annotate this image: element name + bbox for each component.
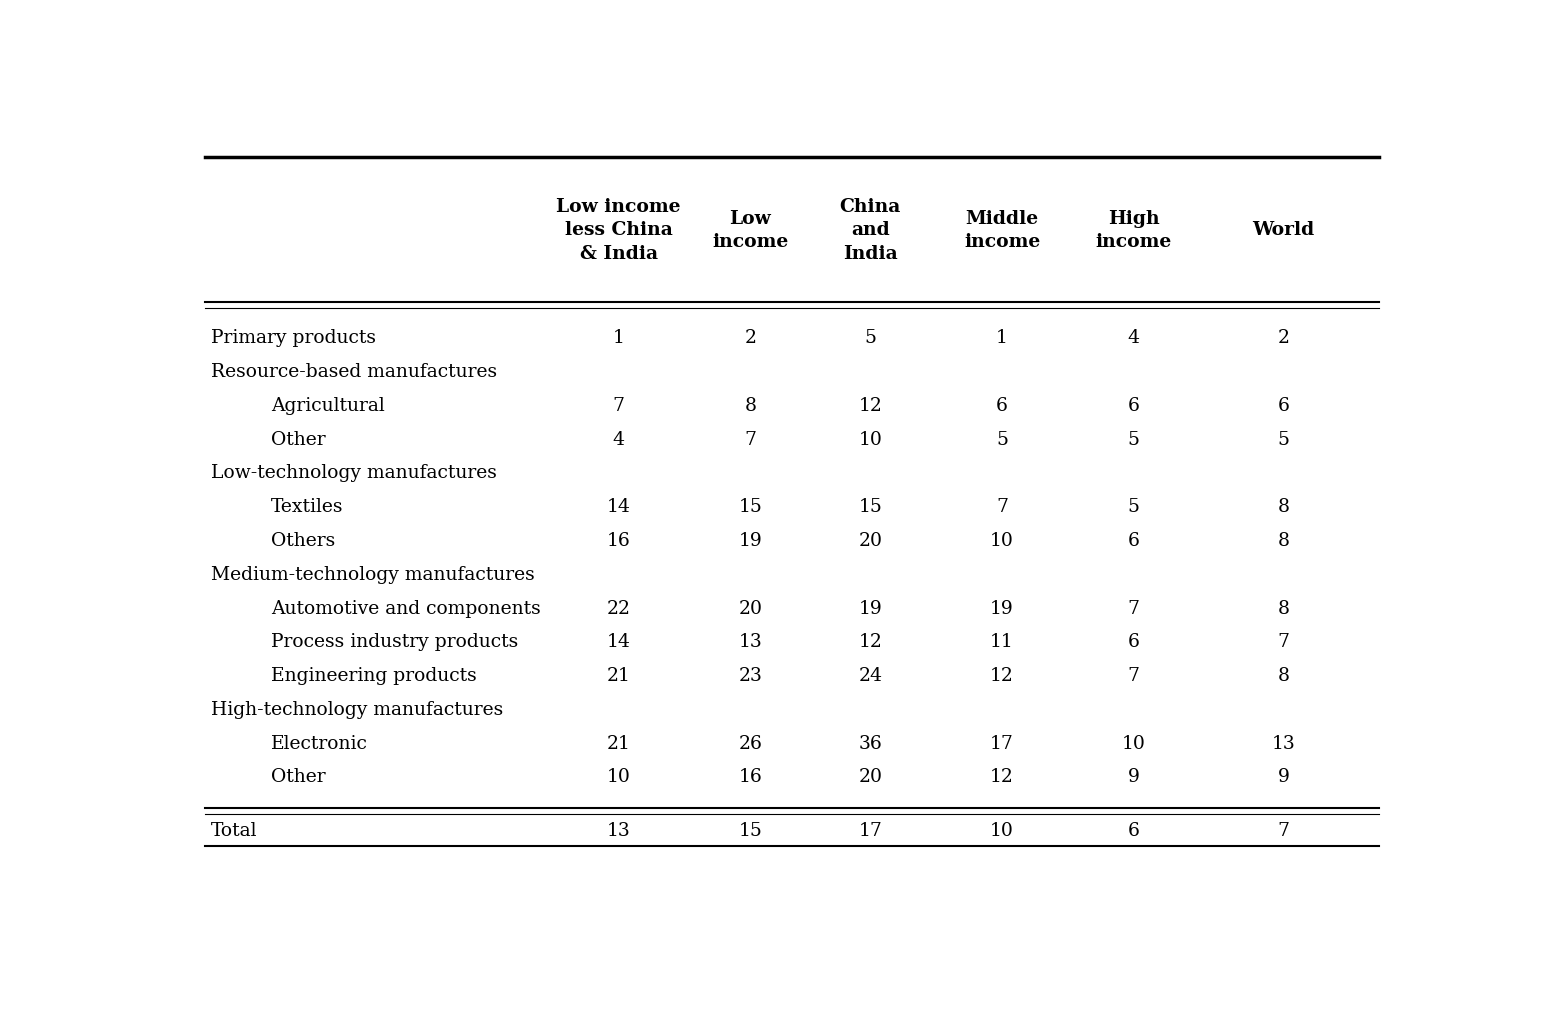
Text: 10: 10 [989, 821, 1014, 839]
Text: 10: 10 [1122, 734, 1146, 752]
Text: 7: 7 [1127, 666, 1139, 685]
Text: 16: 16 [739, 767, 762, 786]
Text: 19: 19 [989, 599, 1014, 616]
Text: 20: 20 [858, 532, 883, 549]
Text: 4: 4 [1127, 329, 1139, 347]
Text: 9: 9 [1129, 767, 1139, 786]
Text: 26: 26 [739, 734, 762, 752]
Text: Medium-technology manufactures: Medium-technology manufactures [212, 566, 535, 583]
Text: 10: 10 [606, 767, 631, 786]
Text: Other: Other [271, 430, 326, 448]
Text: 15: 15 [739, 821, 762, 839]
Text: 6: 6 [996, 396, 1008, 415]
Text: 17: 17 [989, 734, 1014, 752]
Text: 8: 8 [1277, 497, 1289, 516]
Text: 5: 5 [864, 329, 877, 347]
Text: 1: 1 [996, 329, 1008, 347]
Text: 8: 8 [1277, 532, 1289, 549]
Text: Engineering products: Engineering products [271, 666, 476, 685]
Text: Electronic: Electronic [271, 734, 368, 752]
Text: 22: 22 [606, 599, 631, 616]
Text: 8: 8 [744, 396, 756, 415]
Text: 5: 5 [1277, 430, 1289, 448]
Text: 6: 6 [1277, 396, 1289, 415]
Text: 14: 14 [606, 633, 631, 651]
Text: 15: 15 [858, 497, 883, 516]
Text: 21: 21 [606, 734, 631, 752]
Text: 5: 5 [996, 430, 1008, 448]
Text: 16: 16 [606, 532, 631, 549]
Text: Others: Others [271, 532, 335, 549]
Text: Low
income: Low income [713, 209, 788, 251]
Text: 21: 21 [606, 666, 631, 685]
Text: 9: 9 [1277, 767, 1289, 786]
Text: Automotive and components: Automotive and components [271, 599, 541, 616]
Text: 19: 19 [739, 532, 762, 549]
Text: 1: 1 [612, 329, 625, 347]
Text: 24: 24 [858, 666, 883, 685]
Text: Middle
income: Middle income [963, 209, 1040, 251]
Text: 11: 11 [989, 633, 1014, 651]
Text: 4: 4 [612, 430, 625, 448]
Text: 8: 8 [1277, 666, 1289, 685]
Text: 13: 13 [606, 821, 631, 839]
Text: 23: 23 [739, 666, 762, 685]
Text: 7: 7 [744, 430, 756, 448]
Text: 20: 20 [858, 767, 883, 786]
Text: 6: 6 [1129, 821, 1139, 839]
Text: 12: 12 [858, 396, 883, 415]
Text: 12: 12 [989, 767, 1014, 786]
Text: Primary products: Primary products [212, 329, 376, 347]
Text: 2: 2 [1277, 329, 1289, 347]
Text: High-technology manufactures: High-technology manufactures [212, 700, 504, 718]
Text: 10: 10 [989, 532, 1014, 549]
Text: Resource-based manufactures: Resource-based manufactures [212, 363, 498, 381]
Text: 6: 6 [1129, 633, 1139, 651]
Text: China
and
India: China and India [839, 198, 901, 263]
Text: Textiles: Textiles [271, 497, 343, 516]
Text: 7: 7 [1127, 599, 1139, 616]
Text: 5: 5 [1127, 497, 1139, 516]
Text: Process industry products: Process industry products [271, 633, 518, 651]
Text: 17: 17 [858, 821, 883, 839]
Text: 2: 2 [744, 329, 756, 347]
Text: 7: 7 [1277, 633, 1289, 651]
Text: 13: 13 [1272, 734, 1296, 752]
Text: 12: 12 [989, 666, 1014, 685]
Text: Total: Total [212, 821, 258, 839]
Text: 19: 19 [858, 599, 883, 616]
Text: 7: 7 [612, 396, 625, 415]
Text: 6: 6 [1129, 396, 1139, 415]
Text: 6: 6 [1129, 532, 1139, 549]
Text: Low-technology manufactures: Low-technology manufactures [212, 464, 498, 482]
Text: Other: Other [271, 767, 326, 786]
Text: Low income
less China
& India: Low income less China & India [557, 198, 680, 263]
Text: 12: 12 [858, 633, 883, 651]
Text: 13: 13 [739, 633, 762, 651]
Text: 5: 5 [1127, 430, 1139, 448]
Text: World: World [1252, 221, 1314, 239]
Text: 15: 15 [739, 497, 762, 516]
Text: 7: 7 [996, 497, 1008, 516]
Text: 7: 7 [1277, 821, 1289, 839]
Text: 14: 14 [606, 497, 631, 516]
Text: High
income: High income [1096, 209, 1172, 251]
Text: 36: 36 [858, 734, 883, 752]
Text: 10: 10 [858, 430, 883, 448]
Text: 20: 20 [739, 599, 762, 616]
Text: Agricultural: Agricultural [271, 396, 385, 415]
Text: 8: 8 [1277, 599, 1289, 616]
